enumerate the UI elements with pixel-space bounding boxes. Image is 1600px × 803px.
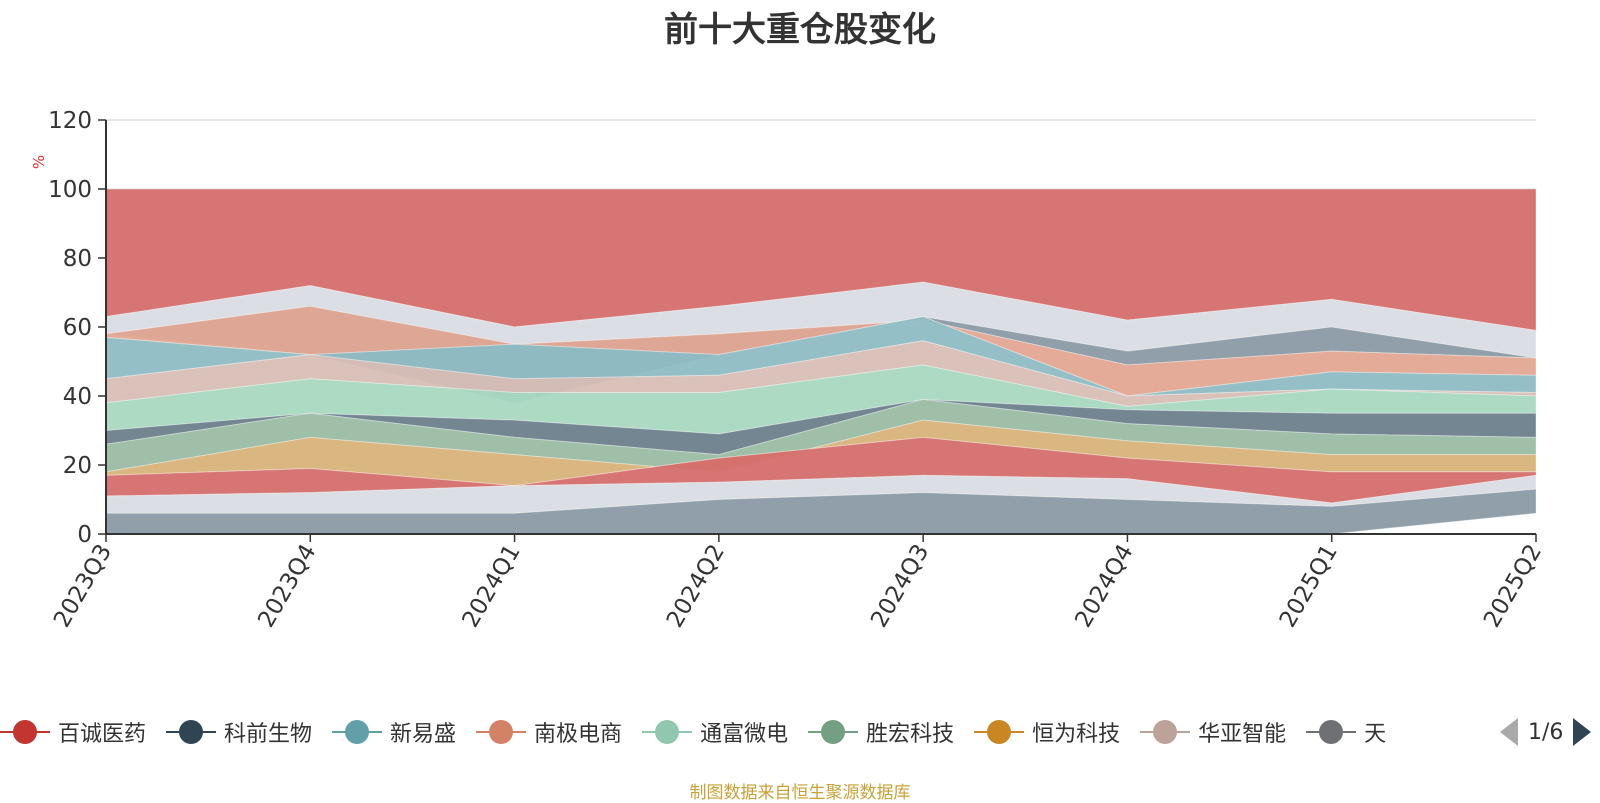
y-tick-label: 60 [63,315,92,341]
legend-item[interactable]: 百诚医药 [0,712,146,752]
legend-marker-icon [332,720,383,744]
area-layer [105,188,1537,535]
legend-marker-icon [808,720,859,744]
legend-marker-icon [0,720,50,744]
legend-label: 胜宏科技 [866,722,955,747]
y-tick-label: 80 [63,246,92,272]
legend-item[interactable]: 南极电商 [476,712,622,752]
x-tick-label: 2024Q4 [1070,540,1138,632]
y-tick-label: 40 [63,384,92,410]
x-tick-label: 2024Q2 [662,540,730,632]
y-tick-label: 100 [48,177,92,203]
legend-marker-icon [166,720,217,744]
legend-item[interactable]: 胜宏科技 [808,712,954,752]
legend-item[interactable]: 新易盛 [332,712,456,752]
legend-items: 百诚医药 科前生物 新易盛 南极电商 通富微电 胜宏科技 恒为科技 华亚智能 天 [0,712,1478,752]
legend-item[interactable]: 科前生物 [166,712,312,752]
legend-marker-icon [974,720,1025,744]
legend-marker-icon [642,720,693,744]
legend-label: 天 [1364,722,1387,747]
legend-next-page-icon[interactable] [1573,718,1592,746]
legend-item[interactable]: 恒为科技 [974,712,1120,752]
x-tick-label: 2024Q1 [458,540,526,632]
legend-pager: 1/6 [1500,712,1592,752]
legend-marker-icon [476,720,527,744]
legend-marker-icon [1306,720,1357,744]
chart-title: 前十大重仓股变化 [664,10,936,50]
legend-item[interactable]: 华亚智能 [1140,712,1286,752]
legend-label: 南极电商 [534,722,623,747]
legend-prev-page-icon[interactable] [1500,718,1518,746]
legend-label: 百诚医药 [58,722,147,747]
x-tick-label: 2023Q3 [49,540,117,632]
y-axis-unit-label: % [30,155,48,169]
x-tick-label: 2025Q2 [1479,540,1547,632]
legend-page-indicator: 1/6 [1528,719,1564,745]
source-note: 制图数据来自恒生聚源数据库 [689,783,911,803]
legend: 百诚医药 科前生物 新易盛 南极电商 通富微电 胜宏科技 恒为科技 华亚智能 天 1/6 [0,712,1600,752]
y-tick-label: 20 [63,453,92,479]
legend-item[interactable]: 天 [1306,712,1386,752]
legend-label: 华亚智能 [1198,722,1287,747]
x-tick-label: 2025Q1 [1275,540,1343,632]
legend-label: 通富微电 [700,722,789,747]
legend-label: 新易盛 [390,722,457,747]
chart-plot: 0 20 40 60 80 100 120 2023Q3 2023Q4 2024Q1 2024Q2 2… [30,108,1547,632]
legend-label: 科前生物 [224,722,313,747]
y-tick-label: 0 [77,522,92,548]
legend-item[interactable]: 通富微电 [642,712,788,752]
legend-marker-icon [1140,720,1191,744]
legend-label: 恒为科技 [1032,722,1121,747]
y-tick-label: 120 [48,108,92,134]
x-tick-label: 2023Q4 [253,540,321,632]
x-tick-label: 2024Q3 [866,540,934,632]
